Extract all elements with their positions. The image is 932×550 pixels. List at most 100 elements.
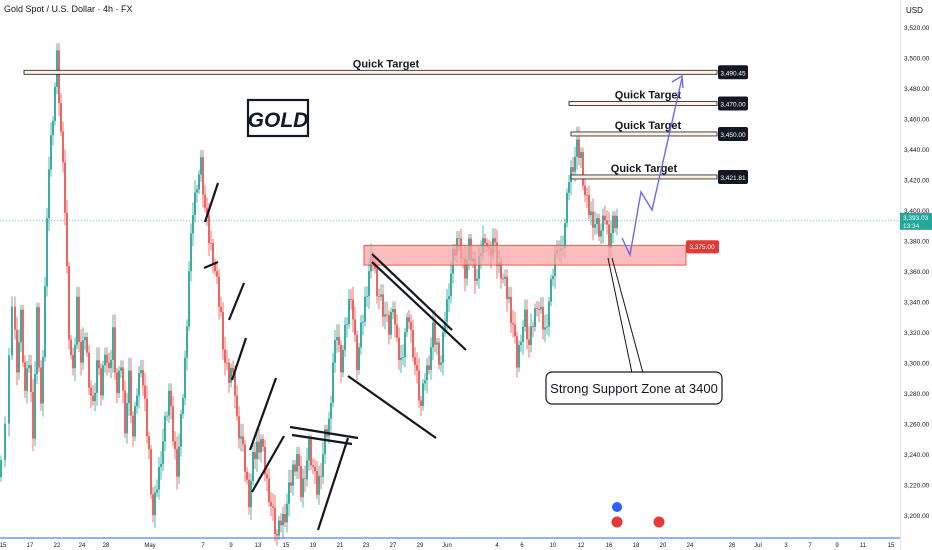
candle-body (388, 314, 390, 335)
candle-body (218, 276, 220, 307)
candle-body (202, 157, 204, 195)
gold-label-box (246, 98, 310, 138)
time-tick-label: 21 (337, 543, 344, 549)
candle-body (264, 446, 266, 475)
candle-body (342, 349, 344, 373)
candle-body (382, 294, 384, 317)
candle-body (320, 475, 322, 477)
candle-body (116, 372, 118, 394)
trend-line (203, 260, 219, 270)
candle-body (66, 212, 68, 267)
price-tick-label: 3,360.00 (904, 269, 930, 276)
candle-body (246, 471, 248, 480)
target-price-label: 3,490.45 (720, 70, 746, 77)
candle-body (368, 271, 370, 297)
target-price-badge (718, 65, 748, 80)
candle-body (580, 151, 582, 158)
candle-body (22, 309, 24, 363)
candle-body (422, 383, 424, 406)
candle-body (352, 299, 354, 320)
candle-body (308, 439, 310, 461)
candle-body (286, 503, 288, 523)
candle-body (196, 189, 198, 193)
trend-line (371, 261, 467, 351)
price-tick-label: 3,320.00 (904, 330, 930, 337)
candle-body (140, 369, 142, 374)
candle-body (260, 438, 262, 453)
candle-body (542, 307, 544, 330)
candle-body (90, 387, 92, 396)
candle-body (168, 390, 170, 416)
candle-body (338, 337, 340, 345)
target-level-line (570, 131, 718, 137)
current-price-label: 3,393.03 (903, 215, 929, 222)
time-tick-label: 26 (729, 543, 736, 549)
candle-body (464, 258, 466, 279)
price-tick-label: 3,300.00 (904, 361, 930, 368)
candle-body (288, 482, 290, 504)
target-level-label: Quick Target (615, 89, 682, 101)
candle-body (54, 86, 56, 121)
time-tick-label: Jul (754, 543, 762, 549)
target-level-label: Quick Target (353, 58, 420, 70)
chart-symbol-header: Gold Spot / U.S. Dollar · 4h · FX (4, 4, 133, 14)
candle-body (550, 279, 552, 302)
candle-body (278, 520, 280, 536)
candle-body (84, 337, 86, 341)
candle-body (404, 332, 406, 358)
candle-body (318, 475, 320, 495)
time-tick-label: 11 (860, 543, 867, 549)
candle-body (440, 362, 442, 365)
candle-body (184, 357, 186, 399)
candle-body (426, 365, 428, 381)
time-tick-label: 10 (550, 543, 557, 549)
price-tick-label: 3,480.00 (904, 86, 930, 93)
support-zone-price-badge (686, 240, 719, 254)
candle-body (566, 192, 568, 224)
candle-body (418, 370, 420, 401)
candle-body (282, 514, 284, 526)
candle-body (466, 259, 468, 279)
candle-body (244, 444, 246, 472)
candle-body (304, 478, 306, 480)
candle-body (348, 299, 350, 325)
trend-line (251, 435, 285, 493)
price-tick-label: 3,520.00 (904, 25, 930, 32)
candle-body (568, 182, 570, 193)
candle-body (324, 429, 326, 455)
candle-body (328, 418, 330, 437)
candle-body (182, 398, 184, 414)
price-tick-label: 3,500.00 (904, 56, 930, 63)
candle-body (398, 337, 400, 360)
candle-body (484, 238, 486, 243)
candle-body (102, 365, 104, 396)
candle-body (552, 276, 554, 280)
candle-body (152, 494, 154, 516)
candle-body (502, 278, 504, 280)
trend-line (316, 437, 350, 531)
price-tick-label: 3,240.00 (904, 452, 930, 459)
candle-body (238, 416, 240, 439)
support-zone (363, 244, 687, 266)
candle-body (108, 362, 110, 369)
candle-body (188, 271, 190, 327)
candle-body (476, 278, 478, 281)
candle-body (410, 321, 412, 330)
candle-body (384, 314, 386, 317)
time-tick-label: 15 (283, 543, 290, 549)
candle-body (564, 223, 566, 249)
candle-body (312, 465, 314, 467)
candle-body (582, 151, 584, 186)
candle-body (150, 449, 152, 495)
price-scale[interactable] (900, 0, 932, 550)
candle-body (30, 365, 32, 393)
candle-body (20, 309, 22, 343)
candle-body (400, 357, 402, 360)
candle-body (430, 347, 432, 370)
target-price-badge (718, 126, 748, 141)
trend-line (371, 253, 453, 331)
candle-body (272, 506, 274, 508)
candle-body (14, 306, 16, 330)
time-tick-label: 24 (687, 543, 694, 549)
